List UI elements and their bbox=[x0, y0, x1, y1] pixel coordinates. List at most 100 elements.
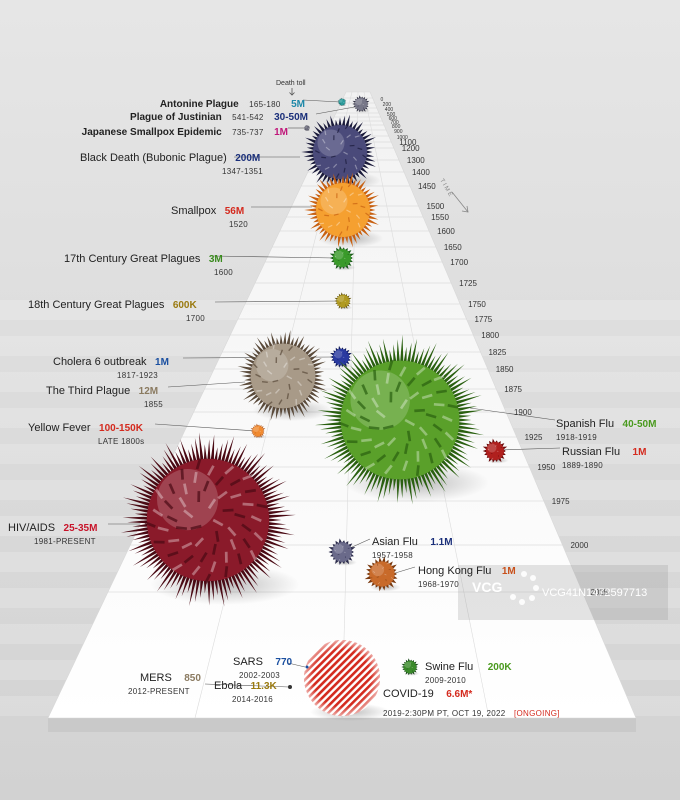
sphere-spike bbox=[415, 465, 420, 476]
pandemic-date: 2014-2016 bbox=[232, 695, 273, 704]
death-toll: 25-35M bbox=[63, 523, 98, 534]
sphere-spike bbox=[244, 488, 257, 494]
sphere-body bbox=[332, 542, 352, 562]
sphere-body bbox=[486, 442, 504, 460]
sphere-spike bbox=[382, 424, 394, 430]
smallpox-label: Smallpox 56M 1520 bbox=[171, 202, 248, 229]
sphere-spike bbox=[361, 384, 369, 395]
third-plague-sphere bbox=[237, 330, 332, 422]
sphere-spike bbox=[495, 445, 497, 447]
death-toll: 1M bbox=[274, 127, 288, 138]
sphere-highlight bbox=[355, 98, 363, 106]
sphere-spike bbox=[444, 431, 455, 441]
sphere-spike bbox=[348, 389, 357, 400]
year-label: 1900 bbox=[514, 408, 532, 417]
sphere-spike bbox=[256, 389, 263, 392]
sphere-spike bbox=[359, 415, 371, 423]
sphere-spike bbox=[319, 222, 324, 225]
death-toll: 1M bbox=[501, 566, 516, 577]
death-toll: 1.1M bbox=[430, 537, 453, 548]
year-label: 800 bbox=[392, 124, 401, 130]
sphere-spike bbox=[274, 388, 280, 394]
time-arrow-icon bbox=[451, 191, 469, 213]
year-label: 400 bbox=[385, 107, 394, 113]
year-label: 1775 bbox=[474, 315, 492, 324]
sphere-body bbox=[336, 294, 350, 308]
leader-line bbox=[499, 447, 561, 451]
pandemic-date: 735-737 bbox=[232, 128, 264, 137]
sphere-spike bbox=[227, 526, 237, 537]
sphere-highlight bbox=[253, 426, 259, 432]
sphere-spike bbox=[144, 521, 156, 528]
sphere-spike bbox=[272, 343, 275, 350]
pandemic-name: SARS bbox=[233, 656, 263, 668]
pandemic-name: 18th Century Great Plagues bbox=[28, 299, 165, 311]
sphere-spike bbox=[335, 173, 340, 179]
sphere-spike bbox=[391, 577, 393, 580]
japanese-smallpox-sphere bbox=[303, 124, 311, 132]
sphere-spike bbox=[252, 429, 254, 431]
year-label: 1700 bbox=[450, 258, 468, 267]
sphere-spike bbox=[222, 508, 234, 513]
sphere-spike bbox=[421, 379, 432, 387]
sphere-spike bbox=[343, 197, 347, 203]
sphere-spike bbox=[327, 224, 333, 228]
sphere-body bbox=[250, 343, 316, 409]
sphere-spike bbox=[325, 146, 331, 151]
sphere-spike bbox=[212, 518, 224, 527]
sphere-spike bbox=[321, 156, 327, 159]
sphere-spike bbox=[384, 464, 393, 475]
sphere-spike bbox=[406, 430, 412, 442]
sphere-spike bbox=[207, 465, 215, 476]
pandemic-name: COVID-19 bbox=[383, 688, 434, 700]
pandemic-date: 2009-2010 bbox=[425, 676, 466, 685]
sphere-spike bbox=[361, 438, 372, 443]
year-label: 1925 bbox=[525, 433, 543, 442]
death-toll: 30-50M bbox=[274, 112, 308, 123]
sphere-spike bbox=[338, 559, 341, 561]
year-label: 1875 bbox=[504, 385, 522, 394]
sphere-spike bbox=[375, 384, 381, 396]
sphere-spike bbox=[339, 186, 343, 192]
sphere-spike bbox=[347, 217, 350, 223]
sphere-spike bbox=[261, 380, 268, 384]
sphere-spike bbox=[403, 664, 406, 667]
year-label: 2000 bbox=[570, 541, 588, 550]
sphere-spike bbox=[436, 389, 447, 394]
sphere-spike bbox=[352, 156, 358, 161]
smallpox-sphere bbox=[304, 172, 384, 248]
sphere-spike bbox=[349, 554, 352, 557]
sphere-body bbox=[146, 458, 270, 582]
year-label: 200 bbox=[383, 102, 392, 108]
leader-line bbox=[204, 683, 290, 688]
timeline-plane-side bbox=[48, 718, 636, 732]
sphere-spike bbox=[168, 483, 176, 495]
sphere-spike bbox=[347, 182, 352, 188]
pandemic-date: 2002-2003 bbox=[239, 671, 280, 680]
sphere-spike bbox=[344, 124, 349, 130]
virus-spheres bbox=[120, 95, 509, 721]
sphere-spike bbox=[364, 462, 376, 471]
sphere-spike bbox=[346, 225, 349, 231]
year-label: 1300 bbox=[407, 156, 425, 165]
sphere-spike bbox=[183, 483, 188, 495]
sphere-highlight bbox=[256, 349, 289, 382]
pandemic-date: LATE 1800s bbox=[98, 437, 145, 446]
russian-flu-sphere bbox=[482, 438, 509, 464]
yellow-fever-label: Yellow Fever 100-150K LATE 1800s bbox=[28, 419, 144, 446]
sphere-spike bbox=[447, 403, 459, 409]
sphere-spike bbox=[289, 356, 296, 361]
year-label: 1000 bbox=[397, 135, 408, 141]
sphere-spike bbox=[183, 509, 194, 519]
sphere-spike bbox=[202, 480, 210, 492]
year-label: 1850 bbox=[496, 365, 514, 374]
covid-19-sphere bbox=[304, 640, 390, 721]
sphere-spike bbox=[224, 465, 235, 475]
year-label: 1550 bbox=[431, 213, 449, 222]
leader-line bbox=[349, 538, 371, 549]
sphere-spike bbox=[167, 551, 179, 558]
sphere-spike bbox=[354, 101, 357, 104]
sphere-spike bbox=[385, 372, 390, 384]
